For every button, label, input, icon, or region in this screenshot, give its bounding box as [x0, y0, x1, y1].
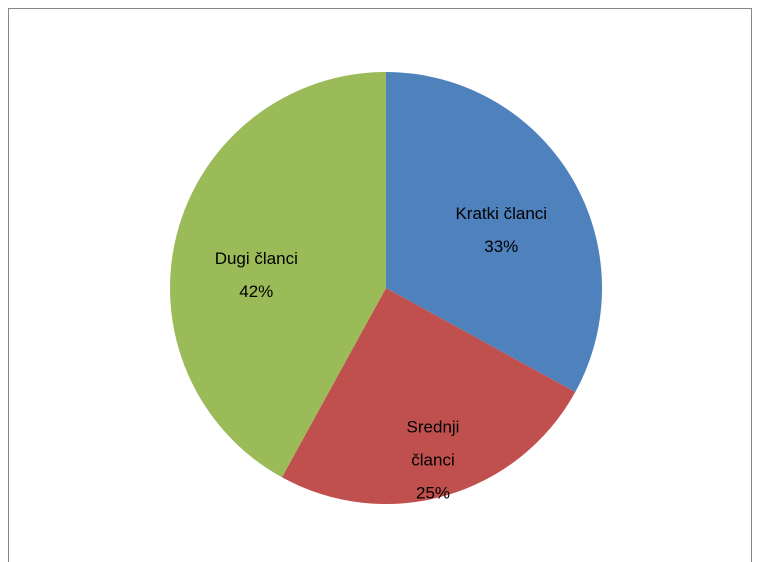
- pie-slice: [169, 71, 386, 478]
- category-label: Srednji članci: [406, 417, 460, 470]
- category-label: Dugi članci: [214, 248, 298, 268]
- data-label: Dugi članci 42%: [191, 242, 321, 308]
- percent-label: 25%: [415, 483, 451, 503]
- data-label: Srednji članci 25%: [393, 410, 473, 509]
- pie-slice: [386, 72, 602, 393]
- percent-label: 33%: [484, 236, 519, 256]
- chart-frame: [8, 8, 752, 562]
- data-label: Kratki članci 33%: [436, 197, 566, 263]
- category-label: Kratki članci: [455, 203, 548, 223]
- percent-label: 42%: [239, 281, 274, 301]
- pie-slice: [281, 288, 576, 504]
